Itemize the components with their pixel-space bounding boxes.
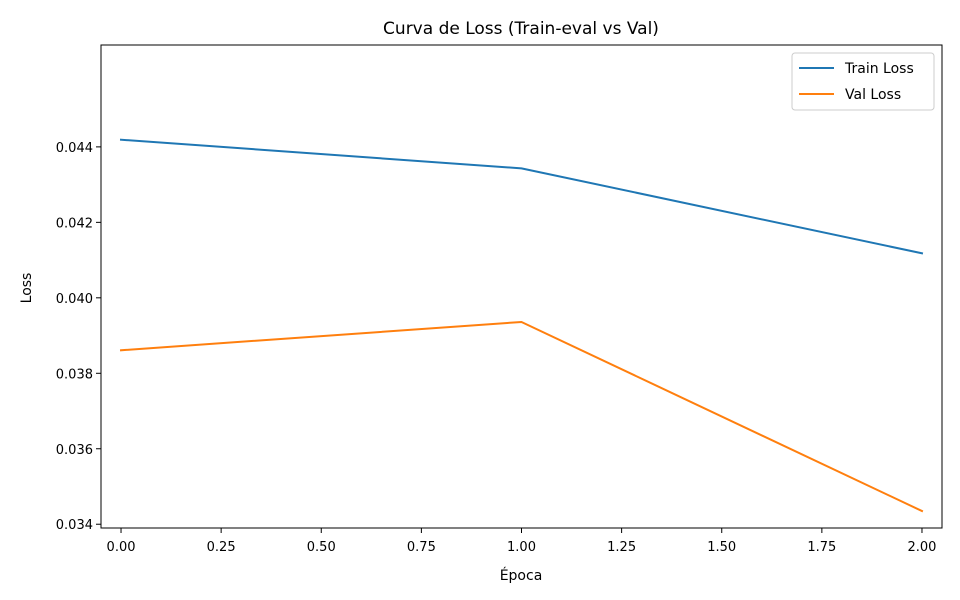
y-axis-label: Loss xyxy=(19,273,35,304)
x-tick-label: 1.00 xyxy=(507,540,536,555)
y-tick-label: 0.040 xyxy=(56,292,93,307)
x-tick-label: 1.75 xyxy=(807,540,836,555)
x-axis-ticks: 0.00 0.25 0.50 0.75 1.00 1.25 1.50 1.75 2.00 xyxy=(107,528,936,555)
y-tick-label: 0.038 xyxy=(56,367,93,382)
legend-label-train-loss: Train Loss xyxy=(844,61,914,77)
x-axis-label: Época xyxy=(500,567,543,584)
series-line-train-loss xyxy=(119,138,924,255)
x-tick-label: 0.25 xyxy=(207,540,236,555)
chart-title: Curva de Loss (Train-eval vs Val) xyxy=(383,19,659,39)
y-axis-ticks: 0.034 0.036 0.038 0.040 0.042 0.044 xyxy=(56,141,101,533)
series-line-val-loss xyxy=(119,320,924,513)
x-tick-label: 1.50 xyxy=(707,540,736,555)
legend: Train Loss Val Loss xyxy=(791,52,935,111)
x-tick-label: 0.50 xyxy=(307,540,336,555)
x-tick-label: 2.00 xyxy=(907,540,936,555)
plot-area xyxy=(101,45,942,528)
y-tick-label: 0.036 xyxy=(56,443,93,458)
x-tick-label: 0.75 xyxy=(407,540,436,555)
legend-label-val-loss: Val Loss xyxy=(845,87,901,103)
series-layer xyxy=(119,138,924,513)
y-tick-label: 0.042 xyxy=(56,216,93,231)
y-tick-label: 0.034 xyxy=(56,518,93,533)
x-tick-label: 1.25 xyxy=(607,540,636,555)
y-tick-label: 0.044 xyxy=(56,141,93,156)
x-tick-label: 0.00 xyxy=(107,540,136,555)
